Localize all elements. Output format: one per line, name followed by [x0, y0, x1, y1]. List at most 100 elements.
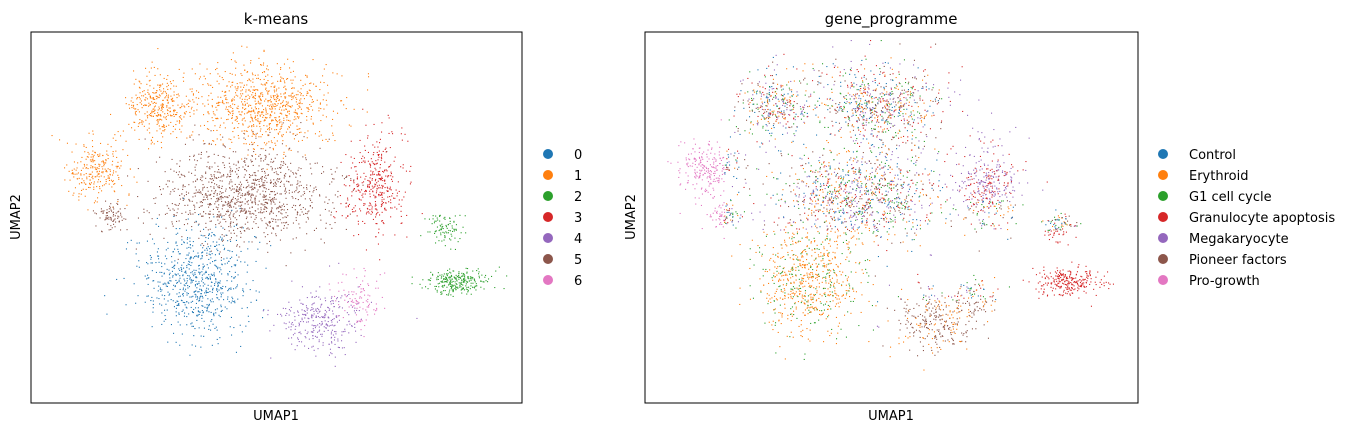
scatter-point [253, 221, 255, 223]
scatter-point [135, 78, 137, 80]
scatter-point [307, 218, 309, 220]
scatter-point [895, 109, 897, 111]
scatter-point [249, 211, 251, 213]
scatter-point [157, 290, 159, 292]
scatter-point [850, 60, 852, 62]
scatter-point [148, 114, 150, 116]
scatter-point [238, 256, 240, 258]
scatter-point [274, 129, 276, 131]
scatter-point [194, 206, 196, 208]
scatter-point [369, 164, 371, 166]
scatter-point [196, 296, 198, 298]
scatter-point [804, 122, 806, 124]
scatter-point [184, 302, 186, 304]
scatter-point [235, 211, 237, 213]
scatter-point [298, 314, 300, 316]
scatter-point [470, 293, 472, 295]
scatter-point [244, 98, 246, 100]
scatter-point [169, 114, 171, 116]
scatter-point [230, 302, 232, 304]
scatter-point [298, 191, 300, 193]
scatter-point [319, 195, 321, 197]
scatter-point [231, 185, 233, 187]
scatter-point [221, 263, 223, 265]
scatter-point [875, 105, 877, 107]
scatter-point [912, 95, 914, 97]
scatter-point [110, 225, 112, 227]
scatter-point [214, 327, 216, 329]
scatter-point [319, 103, 321, 105]
scatter-point [99, 155, 101, 157]
scatter-point [153, 97, 155, 99]
scatter-point [294, 191, 296, 193]
scatter-point [203, 327, 205, 329]
scatter-point [153, 287, 155, 289]
scatter-point [273, 137, 275, 139]
scatter-point [306, 333, 308, 335]
scatter-point [213, 192, 215, 194]
scatter-point [175, 241, 177, 243]
scatter-point [898, 71, 900, 73]
scatter-point [422, 279, 424, 281]
scatter-point [202, 235, 204, 237]
scatter-point [175, 274, 177, 276]
scatter-point [299, 106, 301, 108]
scatter-point [262, 72, 264, 74]
scatter-point [437, 272, 439, 274]
scatter-point [237, 108, 239, 110]
scatter-point [204, 105, 206, 107]
scatter-point [482, 281, 484, 283]
scatter-point [225, 108, 227, 110]
scatter-point [158, 114, 160, 116]
scatter-point [255, 299, 257, 301]
scatter-point [210, 250, 212, 252]
scatter-point [443, 232, 445, 234]
scatter-point [73, 168, 75, 170]
scatter-point [112, 215, 114, 217]
scatter-point [333, 207, 335, 209]
scatter-point [240, 232, 242, 234]
scatter-point [331, 300, 333, 302]
scatter-point [306, 188, 308, 190]
scatter-point [101, 210, 103, 212]
scatter-point [329, 289, 331, 291]
scatter-point [83, 144, 85, 146]
scatter-point [375, 203, 377, 205]
scatter-point [449, 285, 451, 287]
scatter-point [152, 97, 154, 99]
scatter-point [397, 181, 399, 183]
scatter-point [135, 253, 137, 255]
scatter-point [357, 183, 359, 185]
scatter-point [206, 196, 208, 198]
scatter-point [445, 224, 447, 226]
scatter-point [291, 92, 293, 94]
scatter-point [281, 222, 283, 224]
scatter-point [154, 202, 156, 204]
scatter-point [449, 238, 451, 240]
scatter-point [381, 199, 383, 201]
scatter-point [96, 175, 98, 177]
scatter-point [215, 177, 217, 179]
scatter-point [178, 312, 180, 314]
scatter-point [250, 80, 252, 82]
scatter-point [220, 257, 222, 259]
scatter-point [191, 226, 193, 228]
scatter-point [106, 212, 108, 214]
scatter-point [233, 192, 235, 194]
scatter-point [251, 135, 253, 137]
scatter-point [173, 284, 175, 286]
scatter-point [890, 79, 892, 81]
scatter-point [212, 261, 214, 263]
scatter-point [371, 212, 373, 214]
scatter-point [169, 280, 171, 282]
scatter-point [388, 201, 390, 203]
scatter-point [322, 75, 324, 77]
scatter-point [72, 173, 74, 175]
scatter-point [186, 267, 188, 269]
scatter-point [196, 191, 198, 193]
scatter-point [357, 286, 359, 288]
scatter-point [432, 215, 434, 217]
scatter-point [260, 64, 262, 66]
scatter-point [225, 188, 227, 190]
